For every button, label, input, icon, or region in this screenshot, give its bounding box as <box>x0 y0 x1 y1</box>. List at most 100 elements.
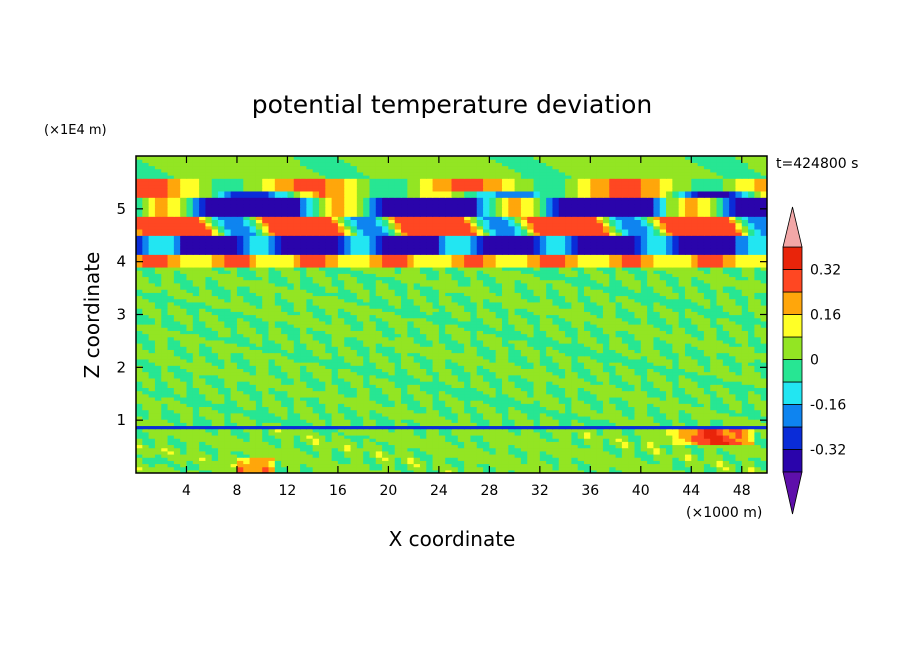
contour-cell <box>218 406 225 411</box>
contour-cell <box>691 447 699 452</box>
contour-cell <box>262 409 270 414</box>
contour-cell <box>211 425 219 430</box>
contour-cell <box>571 352 579 357</box>
contour-cell <box>224 362 232 366</box>
contour-cell <box>243 362 251 366</box>
contour-cell <box>697 349 705 354</box>
contour-cell <box>325 393 333 398</box>
contour-cell <box>148 336 156 341</box>
contour-cell <box>211 444 219 449</box>
contour-cell <box>748 419 755 423</box>
contour-cell <box>180 377 188 382</box>
contour-cell <box>653 343 661 347</box>
contour-cell <box>508 419 516 423</box>
contour-cell <box>533 396 541 401</box>
contour-cell <box>760 336 767 341</box>
contour-cell <box>438 352 446 357</box>
contour-cell <box>483 333 490 338</box>
contour-cell <box>401 362 408 366</box>
contour-cell <box>337 400 345 404</box>
contour-cell <box>413 415 421 420</box>
contour-cell <box>142 419 150 423</box>
contour-cell <box>306 460 314 465</box>
contour-cell <box>318 324 326 328</box>
contour-cell <box>331 400 339 404</box>
contour-cell <box>653 453 661 458</box>
contour-cell <box>255 425 263 430</box>
contour-cell <box>287 466 295 471</box>
contour-cell <box>199 352 207 357</box>
contour-cell <box>394 352 402 357</box>
contour-cell <box>218 393 225 398</box>
contour-cell <box>142 317 150 322</box>
contour-cell <box>539 406 547 411</box>
contour-cell <box>628 431 636 436</box>
contour-cell <box>224 409 232 414</box>
contour-cell <box>710 428 718 433</box>
contour-cell <box>539 317 547 322</box>
contour-cell <box>262 327 270 331</box>
contour-cell <box>255 453 263 458</box>
contour-cell <box>470 320 478 325</box>
contour-cell <box>281 371 289 376</box>
contour-cell <box>192 346 200 350</box>
contour-cell <box>154 352 162 357</box>
contour-cell <box>218 441 225 446</box>
contour-cell <box>243 422 251 427</box>
contour-cell <box>546 412 554 417</box>
contour-cell <box>640 333 648 338</box>
contour-cell <box>672 330 680 335</box>
contour-cell <box>571 365 579 369</box>
chart-title: potential temperature deviation <box>252 90 652 119</box>
contour-cell <box>407 469 415 473</box>
contour-cell <box>647 393 655 398</box>
contour-cell <box>691 466 699 471</box>
contour-cell <box>590 393 598 398</box>
contour-cell <box>470 365 478 369</box>
contour-cell <box>483 469 490 473</box>
contour-cell <box>419 400 427 404</box>
contour-cell <box>438 441 446 446</box>
contour-cell <box>318 469 326 473</box>
contour-cell <box>684 358 692 363</box>
contour-cell <box>306 393 314 398</box>
contour-cell <box>565 381 572 385</box>
contour-cell <box>388 377 396 382</box>
contour-cell <box>325 343 333 347</box>
contour-cell <box>571 317 579 322</box>
contour-cell <box>249 327 257 331</box>
contour-cell <box>344 415 352 420</box>
contour-cell <box>173 346 181 350</box>
contour-cell <box>514 406 522 411</box>
contour-cell <box>325 327 333 331</box>
contour-cell <box>464 368 472 373</box>
contour-cell <box>243 377 251 382</box>
contour-cell <box>546 415 554 420</box>
contour-cell <box>722 387 730 392</box>
contour-cell <box>527 463 535 468</box>
contour-cell <box>230 374 238 379</box>
contour-cell <box>363 374 371 379</box>
contour-cell <box>565 317 572 322</box>
contour-cell <box>154 447 162 452</box>
contour-cell <box>596 415 604 420</box>
contour-cell <box>577 393 585 398</box>
contour-cell <box>748 441 755 446</box>
contour-cell <box>489 422 497 427</box>
contour-cell <box>577 403 585 408</box>
contour-cell <box>697 419 705 423</box>
contour-cell <box>741 339 749 344</box>
contour-cell <box>602 438 610 442</box>
contour-cell <box>539 374 547 379</box>
contour-cell <box>300 355 307 360</box>
contour-cell <box>262 431 270 436</box>
contour-cell <box>609 320 617 325</box>
contour-cell <box>640 453 648 458</box>
contour-cell <box>741 324 749 328</box>
contour-cell <box>161 434 169 439</box>
contour-cell <box>173 466 181 471</box>
contour-cell <box>192 466 200 471</box>
contour-cell <box>369 463 377 468</box>
contour-cell <box>401 324 408 328</box>
contour-cell <box>337 377 345 382</box>
